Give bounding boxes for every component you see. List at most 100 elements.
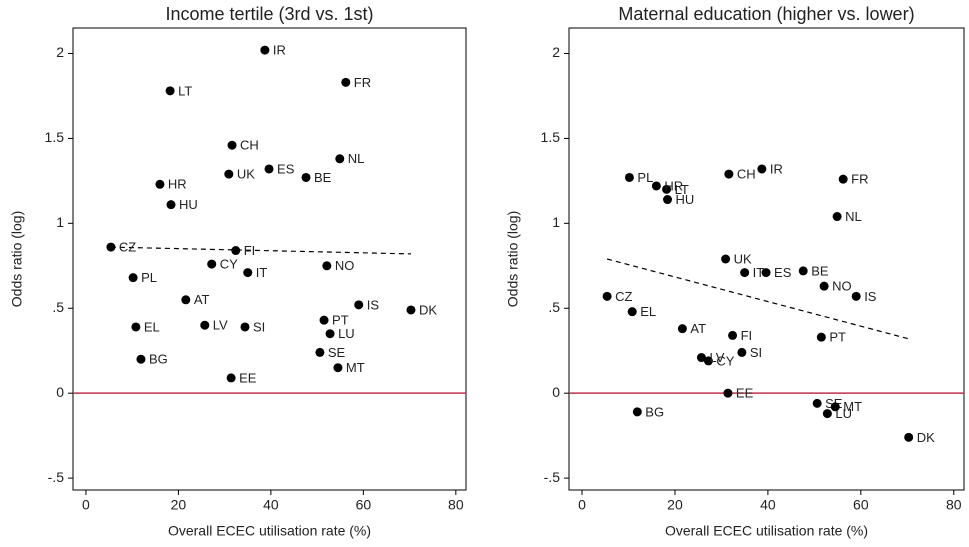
point-label: HU	[179, 197, 198, 212]
point	[838, 174, 848, 184]
point-label: CZ	[119, 240, 136, 255]
y-tick-label: 0	[552, 384, 560, 400]
point-label: EL	[640, 304, 656, 319]
point	[703, 356, 713, 366]
point	[231, 246, 241, 256]
x-tick-label: 0	[82, 497, 90, 513]
y-tick-label: -.5	[48, 469, 65, 485]
point-label: IT	[256, 265, 268, 280]
point	[830, 402, 840, 412]
point-label: EL	[144, 319, 160, 334]
trend-line	[110, 246, 411, 255]
point	[724, 169, 734, 179]
point-label: AT	[690, 321, 706, 336]
trend-line	[606, 258, 909, 340]
point	[224, 169, 234, 179]
point	[798, 266, 808, 276]
point	[354, 300, 364, 310]
point-label: EE	[239, 370, 257, 385]
point	[723, 388, 733, 398]
point	[677, 324, 687, 334]
point	[200, 320, 210, 330]
point-label: EE	[736, 386, 754, 401]
point-label: HU	[676, 192, 695, 207]
point-label: LU	[338, 326, 355, 341]
point	[226, 373, 236, 383]
point-label: DK	[419, 302, 437, 317]
point-label: DK	[917, 430, 935, 445]
point-label: MT	[843, 399, 862, 414]
x-axis-label: Overall ECEC utilisation rate (%)	[168, 523, 371, 539]
y-tick-label: 1	[56, 214, 64, 230]
y-tick-label: 2	[56, 44, 64, 60]
point	[333, 363, 343, 373]
point	[341, 77, 351, 87]
point	[819, 281, 829, 291]
point-label: SI	[253, 319, 265, 334]
point	[624, 172, 634, 182]
point	[128, 273, 138, 283]
point-label: NO	[832, 279, 852, 294]
point	[728, 330, 738, 340]
point-label: IS	[367, 297, 380, 312]
point-label: IS	[864, 289, 877, 304]
point-label: FR	[851, 172, 868, 187]
y-tick-label: 2	[552, 44, 560, 60]
point	[322, 261, 332, 271]
x-tick-label: 80	[448, 497, 464, 513]
point	[904, 432, 914, 442]
point-label: UK	[734, 251, 752, 266]
point-label: PT	[829, 330, 846, 345]
point	[757, 164, 767, 174]
y-tick-label: 1.5	[45, 129, 65, 145]
point	[155, 179, 165, 189]
point	[131, 322, 141, 332]
point-label: CH	[240, 138, 259, 153]
x-tick-label: 40	[263, 497, 279, 513]
point-label: PT	[332, 313, 349, 328]
point-label: LT	[675, 182, 689, 197]
point	[851, 291, 861, 301]
point	[740, 268, 750, 278]
point-label: BE	[314, 170, 332, 185]
point	[315, 347, 325, 357]
chart-title: Income tertile (3rd vs. 1st)	[165, 4, 373, 24]
x-tick-label: 40	[760, 497, 776, 513]
point-label: CY	[716, 353, 734, 368]
point-label: CY	[220, 257, 238, 272]
point-label: CH	[737, 167, 756, 182]
point	[761, 268, 771, 278]
point	[264, 164, 274, 174]
point	[136, 354, 146, 364]
point	[301, 172, 311, 182]
point-label: ES	[774, 265, 792, 280]
point	[260, 45, 270, 55]
point-label: IT	[753, 265, 765, 280]
point-label: NL	[845, 209, 862, 224]
point	[816, 332, 826, 342]
point-label: UK	[237, 167, 255, 182]
chart-title: Maternal education (higher vs. lower)	[618, 4, 914, 24]
point-label: LU	[835, 406, 852, 421]
point-label: ES	[277, 161, 295, 176]
point	[335, 154, 345, 164]
point-label: HR	[168, 177, 187, 192]
point-label: LV	[213, 318, 228, 333]
point-label: IR	[273, 43, 286, 58]
point	[632, 407, 642, 417]
point	[166, 200, 176, 210]
point-label: FI	[244, 243, 256, 258]
y-tick-label: 0	[56, 384, 64, 400]
x-tick-label: 20	[667, 497, 683, 513]
x-tick-label: 0	[578, 497, 586, 513]
point-label: CZ	[615, 289, 632, 304]
point	[737, 347, 747, 357]
point	[627, 307, 637, 317]
point-label: MT	[346, 360, 365, 375]
point	[602, 291, 612, 301]
point	[696, 353, 706, 363]
x-tick-label: 20	[171, 497, 187, 513]
point	[240, 322, 250, 332]
point-label: LT	[178, 83, 192, 98]
x-tick-label: 80	[946, 497, 962, 513]
